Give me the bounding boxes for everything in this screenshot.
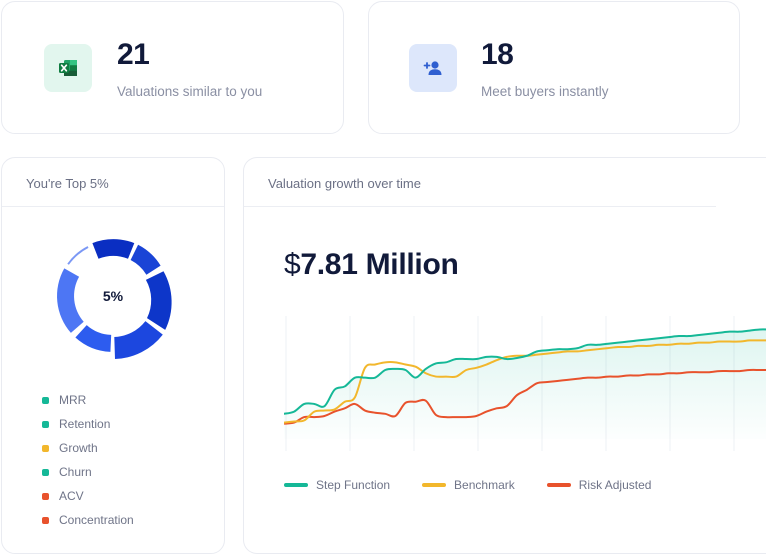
legend-label: Growth bbox=[59, 441, 98, 455]
legend-item-churn: Churn bbox=[42, 460, 134, 484]
legend-swatch bbox=[546, 483, 571, 487]
legend-label: Concentration bbox=[59, 513, 134, 527]
stat-value: 18 bbox=[481, 38, 514, 71]
legend-label: Churn bbox=[59, 465, 92, 479]
series-line-risk-adjusted bbox=[284, 368, 766, 425]
valuation-growth-panel: Valuation growth over time $7.81 Million… bbox=[243, 157, 766, 554]
legend-dot bbox=[42, 492, 49, 500]
donut-segment bbox=[57, 268, 84, 333]
currency-symbol: $ bbox=[284, 248, 301, 281]
donut-segment bbox=[67, 246, 89, 265]
legend-label: ACV bbox=[59, 489, 84, 503]
divider bbox=[2, 206, 224, 207]
donut-segment bbox=[130, 244, 161, 275]
legend-dot bbox=[42, 396, 49, 404]
donut-segment bbox=[75, 325, 112, 352]
legend-dot bbox=[42, 516, 49, 524]
stat-card-buyers[interactable]: 18 Meet buyers instantly bbox=[368, 1, 740, 134]
legend-dot bbox=[42, 468, 49, 476]
legend-item-concentration: Concentration bbox=[42, 508, 134, 532]
donut-segment bbox=[92, 239, 135, 259]
legend-label: Benchmark bbox=[454, 478, 515, 492]
add-user-icon bbox=[409, 44, 457, 92]
series-line-step-function bbox=[284, 328, 766, 415]
legend-item-growth: Growth bbox=[42, 436, 134, 460]
stat-value: 21 bbox=[117, 38, 150, 71]
metric-legend: MRR Retention Growth Churn ACV Concentration bbox=[42, 388, 134, 532]
valuation-amount: $7.81 Million bbox=[284, 248, 459, 282]
chart-legend-item: Benchmark bbox=[422, 478, 515, 492]
legend-dot bbox=[42, 444, 49, 452]
percentile-donut-chart: 5% bbox=[57, 239, 172, 359]
stat-label: Meet buyers instantly bbox=[481, 84, 609, 99]
legend-dot bbox=[42, 420, 49, 428]
legend-swatch bbox=[422, 483, 447, 487]
legend-label: MRR bbox=[59, 393, 87, 407]
divider bbox=[244, 206, 716, 207]
valuation-line-chart bbox=[284, 316, 766, 451]
chart-legend-item: Risk Adjusted bbox=[546, 478, 652, 492]
amount-value: 7.81 Million bbox=[300, 248, 459, 281]
top-percentile-panel: You're Top 5% 5% MRR Retention Growth Churn… bbox=[1, 157, 225, 554]
spreadsheet-icon bbox=[44, 44, 92, 92]
legend-label: Risk Adjusted bbox=[578, 478, 652, 492]
legend-item-acv: ACV bbox=[42, 484, 134, 508]
donut-segment bbox=[145, 271, 172, 330]
panel-title: You're Top 5% bbox=[26, 176, 109, 191]
chart-legend-item: Step Function bbox=[284, 478, 390, 492]
legend-item-retention: Retention bbox=[42, 412, 134, 436]
area-fill bbox=[284, 329, 766, 439]
legend-label: Retention bbox=[59, 417, 111, 431]
donut-center-label: 5% bbox=[103, 288, 124, 304]
legend-label: Step Function bbox=[316, 478, 391, 492]
donut-segment bbox=[114, 321, 163, 359]
stat-card-valuations[interactable]: 21 Valuations similar to you bbox=[1, 1, 344, 134]
stat-label: Valuations similar to you bbox=[117, 84, 263, 99]
legend-swatch bbox=[284, 483, 308, 487]
legend-item-mrr: MRR bbox=[42, 388, 134, 412]
chart-legend: Step Function Benchmark Risk Adjusted bbox=[284, 478, 683, 492]
panel-title: Valuation growth over time bbox=[268, 176, 421, 191]
